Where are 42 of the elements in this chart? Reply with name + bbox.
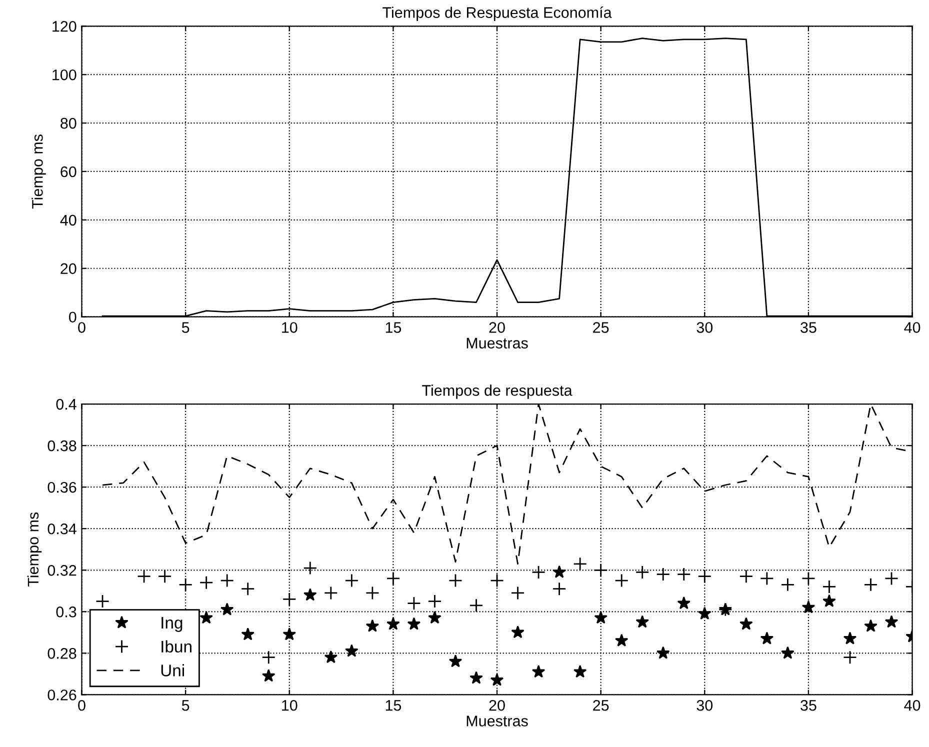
x-tick-label: 0 <box>78 700 86 711</box>
chart-title: Tiempos de Respuesta Economía <box>382 6 612 21</box>
x-tick-label: 15 <box>386 322 402 333</box>
x-tick-label: 20 <box>489 322 505 333</box>
y-tick-label: 0.28 <box>48 648 76 659</box>
legend-label: Ibun <box>162 640 192 653</box>
x-tick-label: 0 <box>78 322 86 333</box>
x-tick-label: 30 <box>696 700 713 711</box>
y-tick-label: 120 <box>52 21 76 32</box>
x-tick-label: 40 <box>904 322 920 333</box>
x-tick-label: 5 <box>182 700 190 711</box>
y-tick-label: 0.34 <box>48 523 76 534</box>
y-tick-label: 80 <box>60 118 76 129</box>
y-tick-label: 0.26 <box>48 690 76 700</box>
x-tick-label: 5 <box>182 322 190 333</box>
y-tick-label: 0.36 <box>48 482 76 493</box>
legend-label: Uni <box>161 664 184 676</box>
x-tick-label: 20 <box>489 700 505 711</box>
y-axis-title: Tiempo ms <box>27 512 42 587</box>
legend-label: Ing <box>162 617 182 632</box>
x-tick-label: 15 <box>386 700 402 711</box>
x-tick-label: 35 <box>800 322 816 333</box>
x-axis-title: Muestras <box>466 716 528 726</box>
x-tick-label: 40 <box>904 700 920 711</box>
y-tick-label: 100 <box>52 69 76 80</box>
y-tick-label: 0.3 <box>56 606 76 618</box>
y-tick-label: 0 <box>68 312 76 323</box>
x-tick-label: 35 <box>800 700 816 711</box>
y-tick-label: 60 <box>60 166 76 178</box>
y-tick-label: 40 <box>60 214 76 226</box>
y-tick-label: 0.32 <box>48 565 76 576</box>
x-axis-title: Muestras <box>466 338 528 349</box>
y-tick-label: 0.38 <box>48 440 76 452</box>
x-tick-label: 25 <box>593 322 609 333</box>
y-tick-label: 0.4 <box>56 398 76 410</box>
x-tick-label: 25 <box>593 700 609 711</box>
x-tick-label: 30 <box>696 322 713 333</box>
x-tick-label: 10 <box>282 700 298 711</box>
y-tick-label: 20 <box>60 263 76 274</box>
chart-title: Tiempos de respuesta <box>422 384 572 399</box>
y-axis-title: Tiempo ms <box>32 134 46 209</box>
x-tick-label: 10 <box>282 322 298 333</box>
